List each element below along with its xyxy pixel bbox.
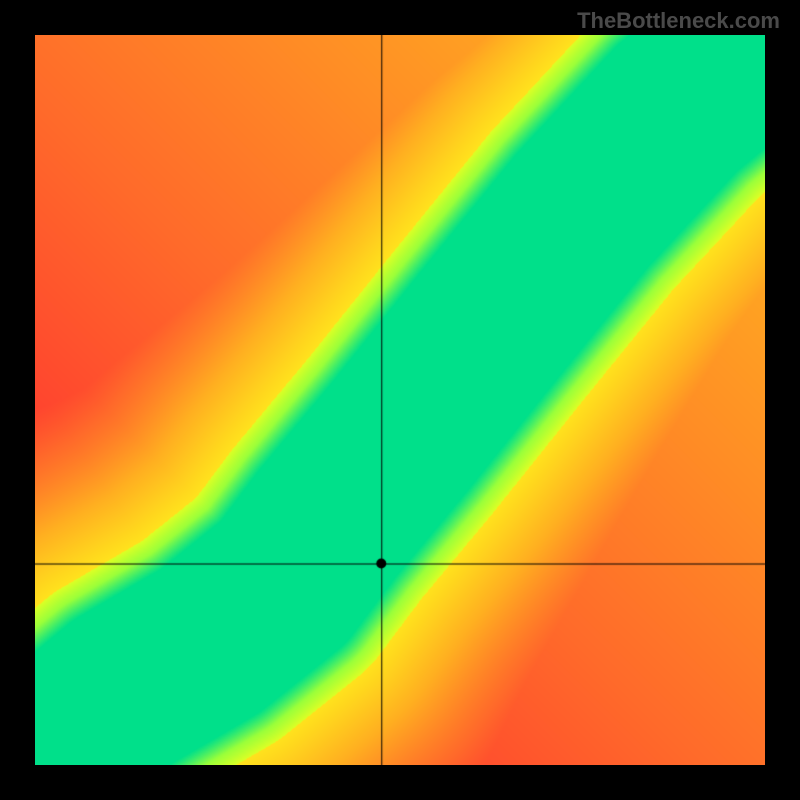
heatmap-canvas: [35, 35, 765, 765]
watermark-text: TheBottleneck.com: [577, 8, 780, 34]
heatmap-plot: [35, 35, 765, 765]
